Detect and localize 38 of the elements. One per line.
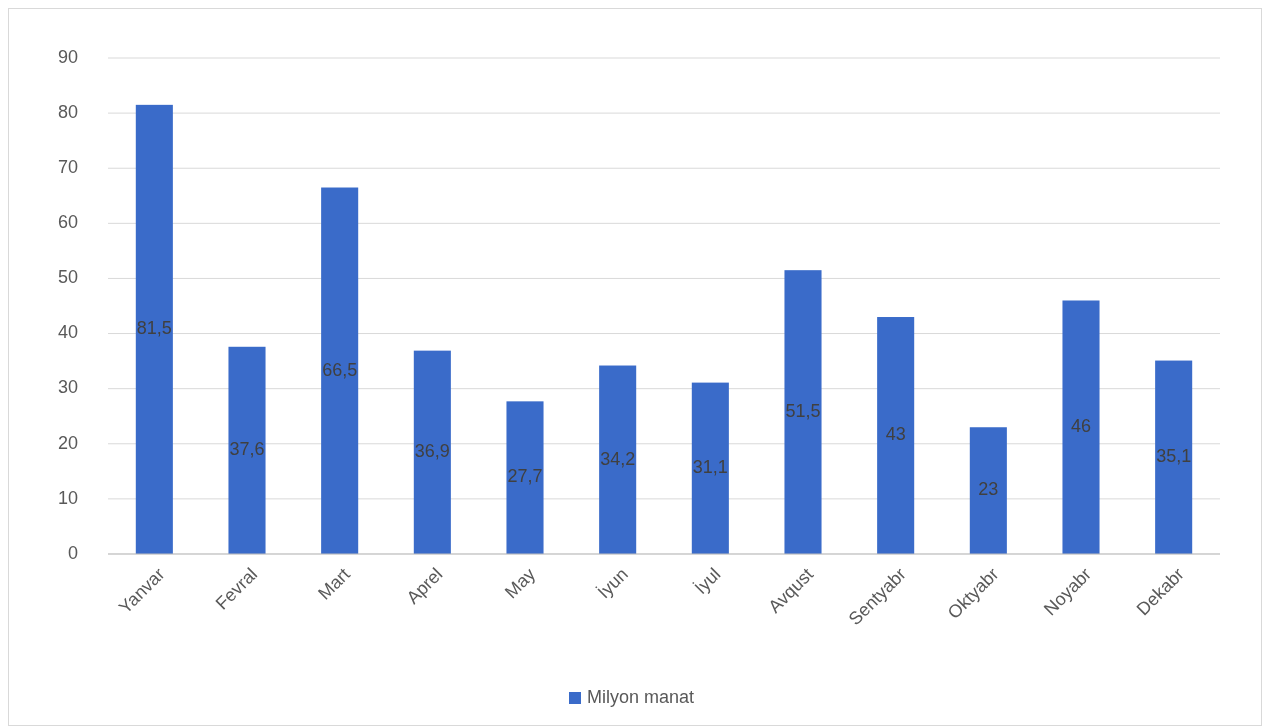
y-tick-label: 40 (57, 322, 78, 343)
bar (691, 382, 729, 554)
data-label: 46 (1070, 415, 1092, 436)
bar (228, 346, 266, 554)
bar (877, 317, 915, 554)
bar (1155, 360, 1193, 554)
data-label: 51,5 (785, 400, 821, 421)
bar (599, 365, 637, 554)
data-label: 43 (885, 424, 906, 445)
y-tick-label: 10 (57, 487, 78, 508)
y-tick-label: 80 (57, 101, 78, 122)
bar (321, 187, 359, 554)
data-label: 23 (978, 479, 999, 500)
data-label: 34,2 (600, 448, 636, 469)
x-tick-label: İyun (593, 564, 632, 603)
data-label: 35,1 (1156, 446, 1192, 467)
data-label: 66,5 (322, 359, 358, 380)
bar (506, 401, 544, 554)
bar (784, 270, 822, 554)
y-tick-label: 50 (57, 267, 78, 288)
data-label: 27,7 (507, 466, 543, 487)
data-label: 36,9 (414, 441, 450, 462)
bar (413, 350, 451, 554)
data-label: 31,1 (692, 457, 728, 478)
y-tick-label: 70 (57, 156, 78, 177)
bar (1062, 300, 1100, 554)
x-tick-label: May (500, 564, 540, 603)
y-tick-label: 0 (67, 542, 78, 563)
data-label: 37,6 (229, 439, 265, 460)
y-tick-label: 20 (57, 432, 78, 453)
x-tick-label: İyul (690, 564, 725, 598)
bar (135, 104, 173, 554)
legend-label: Milyon manat (587, 686, 695, 707)
data-label: 81,5 (136, 318, 172, 339)
y-tick-label: 30 (57, 377, 78, 398)
y-tick-label: 90 (57, 46, 78, 67)
y-tick-label: 60 (57, 212, 78, 233)
bar (969, 427, 1007, 554)
